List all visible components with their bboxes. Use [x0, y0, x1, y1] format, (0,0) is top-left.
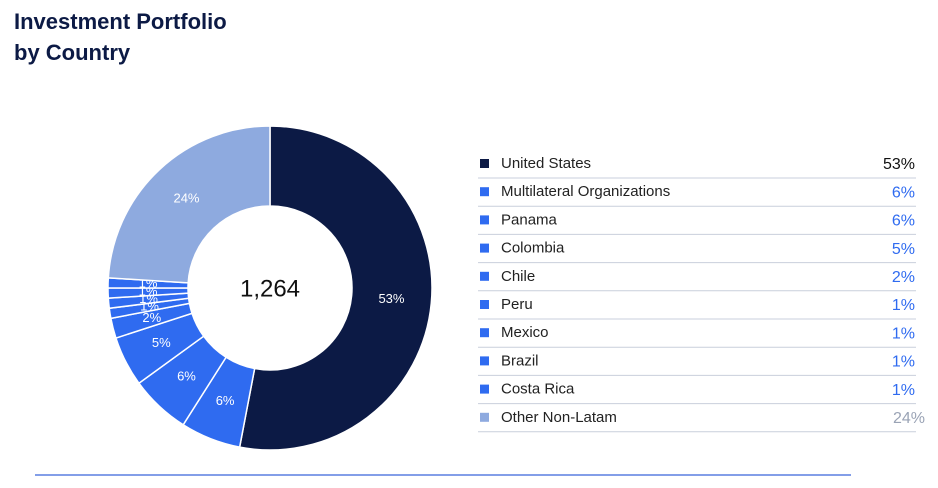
- legend-label: Mexico: [501, 324, 549, 341]
- slice-label: 53%: [378, 291, 404, 306]
- donut-slice: [238, 125, 433, 451]
- legend-marker: [480, 271, 489, 281]
- legend-value: 6%: [892, 184, 915, 201]
- legend-value: 5%: [892, 241, 915, 258]
- legend-marker: [480, 187, 489, 197]
- center-label: 1,264: [240, 275, 300, 302]
- slice-label: 6%: [177, 368, 196, 383]
- chart-title: Investment Portfolio: [14, 9, 227, 34]
- donut-slice: [107, 125, 271, 284]
- legend-label: Costa Rica: [501, 381, 575, 398]
- legend-marker: [480, 159, 489, 168]
- legend-label: Multilateral Organizations: [501, 183, 670, 200]
- legend-label: Panama: [501, 211, 558, 228]
- chart-title: by Country: [14, 40, 131, 65]
- legend-label: Colombia: [501, 240, 565, 257]
- legend-marker: [480, 300, 489, 309]
- legend-value: 6%: [892, 213, 915, 230]
- legend-marker: [480, 215, 489, 225]
- legend-value: 2%: [892, 269, 915, 286]
- legend-marker: [480, 328, 489, 338]
- slice-label: 5%: [152, 335, 171, 350]
- legend-marker: [480, 412, 489, 422]
- legend-value: 1%: [892, 297, 915, 314]
- legend-label: United States: [501, 155, 591, 172]
- legend-value: 1%: [892, 382, 915, 399]
- slice-label: 24%: [173, 191, 199, 206]
- legend-value: 24%: [893, 410, 925, 427]
- slice-label: 2%: [142, 310, 161, 325]
- slice-label: 6%: [216, 393, 235, 408]
- legend-value: 1%: [892, 325, 915, 342]
- legend-label: Peru: [501, 296, 533, 313]
- legend-value: 1%: [892, 354, 915, 371]
- legend-marker: [480, 243, 489, 253]
- legend-label: Other Non-Latam: [501, 409, 617, 426]
- legend-value: 53%: [883, 156, 915, 173]
- legend-marker: [480, 384, 489, 394]
- legend-label: Chile: [501, 268, 535, 285]
- legend-marker: [480, 356, 489, 366]
- legend-label: Brazil: [501, 352, 539, 369]
